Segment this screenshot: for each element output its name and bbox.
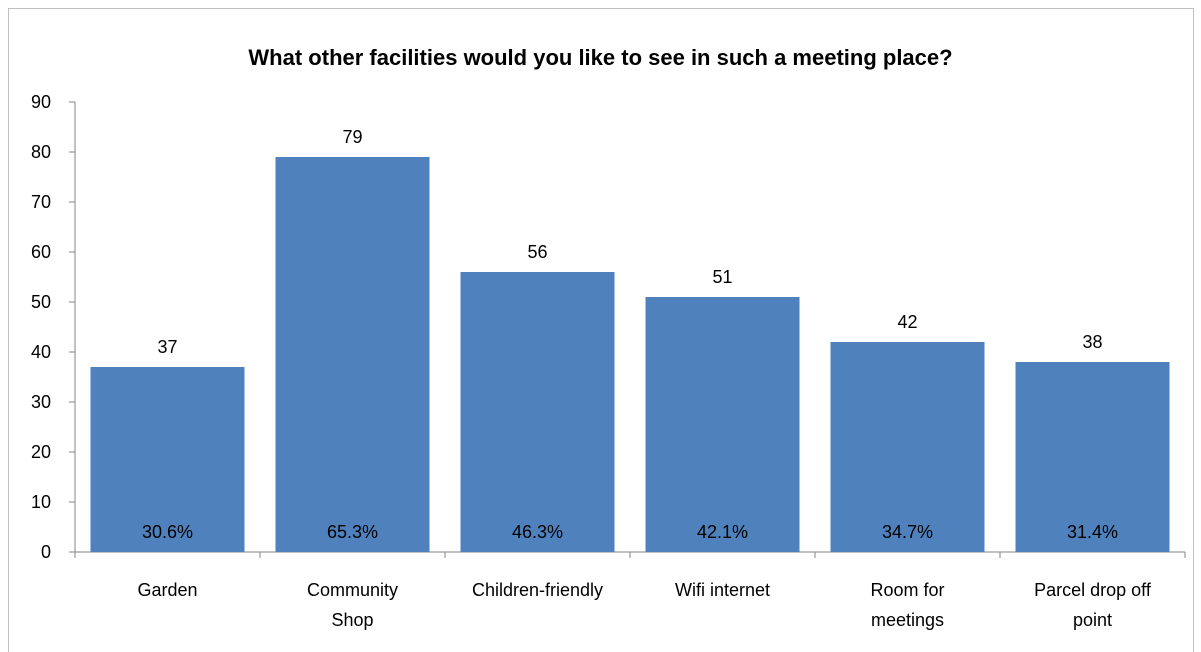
bar-value-label: 38 bbox=[1082, 332, 1102, 352]
bar bbox=[646, 297, 800, 552]
bar-percent-label: 46.3% bbox=[512, 522, 563, 542]
bar-percent-label: 31.4% bbox=[1067, 522, 1118, 542]
x-axis bbox=[75, 552, 1185, 558]
y-tick-label: 0 bbox=[41, 542, 51, 562]
x-category-label: Shop bbox=[331, 610, 373, 630]
x-category-label: Wifi internet bbox=[675, 580, 770, 600]
x-category-label: Garden bbox=[137, 580, 197, 600]
bar bbox=[831, 342, 985, 552]
category-labels: Garden Community Shop Children-friendly Wifi… bbox=[137, 580, 1151, 630]
bars bbox=[91, 157, 1170, 552]
y-tick-label: 30 bbox=[31, 392, 51, 412]
bar-value-label: 79 bbox=[342, 127, 362, 147]
bar bbox=[461, 272, 615, 552]
y-tick-label: 40 bbox=[31, 342, 51, 362]
bar-value-label: 56 bbox=[527, 242, 547, 262]
y-tick-label: 20 bbox=[31, 442, 51, 462]
x-category-label: Room for bbox=[870, 580, 944, 600]
x-category-label: Community bbox=[307, 580, 398, 600]
x-category-label: Children-friendly bbox=[472, 580, 603, 600]
y-tick-label: 70 bbox=[31, 192, 51, 212]
y-axis: 0 10 20 30 40 50 60 70 80 90 bbox=[31, 92, 75, 562]
bar-value-label: 37 bbox=[157, 337, 177, 357]
y-tick-label: 60 bbox=[31, 242, 51, 262]
x-category-label: meetings bbox=[871, 610, 944, 630]
bar-value-label: 42 bbox=[897, 312, 917, 332]
y-tick-label: 50 bbox=[31, 292, 51, 312]
y-tick-label: 90 bbox=[31, 92, 51, 112]
bar-percent-label: 34.7% bbox=[882, 522, 933, 542]
y-tick-label: 80 bbox=[31, 142, 51, 162]
x-category-label: Parcel drop off bbox=[1034, 580, 1152, 600]
bar-percent-label: 65.3% bbox=[327, 522, 378, 542]
y-tick-label: 10 bbox=[31, 492, 51, 512]
bar-value-label: 51 bbox=[712, 267, 732, 287]
bar-percent-label: 30.6% bbox=[142, 522, 193, 542]
bar bbox=[276, 157, 430, 552]
x-category-label: point bbox=[1073, 610, 1112, 630]
bar-percent-label: 42.1% bbox=[697, 522, 748, 542]
